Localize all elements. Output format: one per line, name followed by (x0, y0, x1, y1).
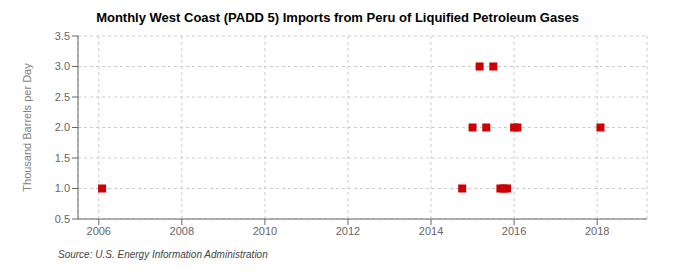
svg-text:2008: 2008 (170, 225, 194, 237)
svg-text:2.0: 2.0 (55, 121, 70, 133)
svg-text:2014: 2014 (419, 225, 443, 237)
svg-text:Thousand Barrels per Day: Thousand Barrels per Day (21, 63, 33, 192)
svg-text:2016: 2016 (502, 225, 526, 237)
svg-text:2006: 2006 (87, 225, 111, 237)
svg-text:2018: 2018 (585, 225, 609, 237)
svg-text:0.5: 0.5 (55, 213, 70, 225)
svg-text:1.0: 1.0 (55, 182, 70, 194)
svg-text:2012: 2012 (336, 225, 360, 237)
svg-text:2.5: 2.5 (55, 91, 70, 103)
svg-text:1.5: 1.5 (55, 152, 70, 164)
svg-text:2010: 2010 (253, 225, 277, 237)
svg-text:3.5: 3.5 (55, 30, 70, 42)
svg-text:3.0: 3.0 (55, 60, 70, 72)
html-text:Monthly West Coast (PADD 5) Im: Monthly West Coast (PADD 5) Imports from… (96, 10, 579, 25)
html-text:Source: U.S. Energy Informatio: Source: U.S. Energy Information Administ… (58, 249, 268, 260)
